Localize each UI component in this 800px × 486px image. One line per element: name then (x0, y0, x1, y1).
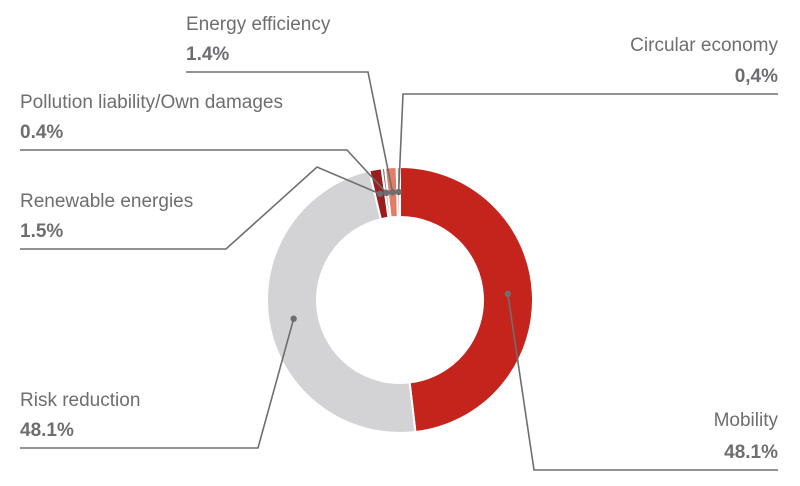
label-circular-economy-value: 0,4% (735, 66, 778, 87)
leader-pollution-liability (20, 149, 388, 194)
donut-slices (266, 165, 534, 434)
leader-dot-renewable-energies (376, 190, 384, 198)
label-mobility-value: 48.1% (724, 442, 778, 463)
slice-risk-reduction (266, 169, 417, 434)
slice-mobility (399, 165, 534, 434)
leader-mobility (507, 293, 778, 471)
leader-dot-circular-economy (395, 188, 402, 196)
leader-lines (20, 71, 778, 471)
leader-dot-risk-reduction (290, 315, 297, 322)
leader-risk-reduction (20, 318, 295, 449)
leader-dot-energy-efficiency (389, 189, 396, 196)
label-energy-efficiency-value: 1.4% (186, 44, 229, 65)
leader-dot-mobility (504, 290, 512, 297)
leader-dot-pollution-liability (383, 189, 390, 197)
label-mobility-name: Mobility (714, 410, 779, 431)
label-pollution-liability-value: 0.4% (20, 122, 63, 143)
label-energy-efficiency-name: Energy efficiency (186, 14, 331, 35)
leader-energy-efficiency (186, 71, 394, 193)
label-risk-reduction-value: 48.1% (20, 420, 74, 441)
label-risk-reduction-name: Risk reduction (20, 390, 140, 411)
leader-renewable-energies (20, 166, 381, 250)
label-circular-economy-name: Circular economy (630, 35, 778, 56)
label-renewable-energies-name: Renewable energies (20, 191, 193, 212)
label-renewable-energies-value: 1.5% (20, 221, 63, 242)
label-pollution-liability-name: Pollution liability/Own damages (20, 92, 283, 113)
leader-circular-economy (397, 93, 778, 193)
